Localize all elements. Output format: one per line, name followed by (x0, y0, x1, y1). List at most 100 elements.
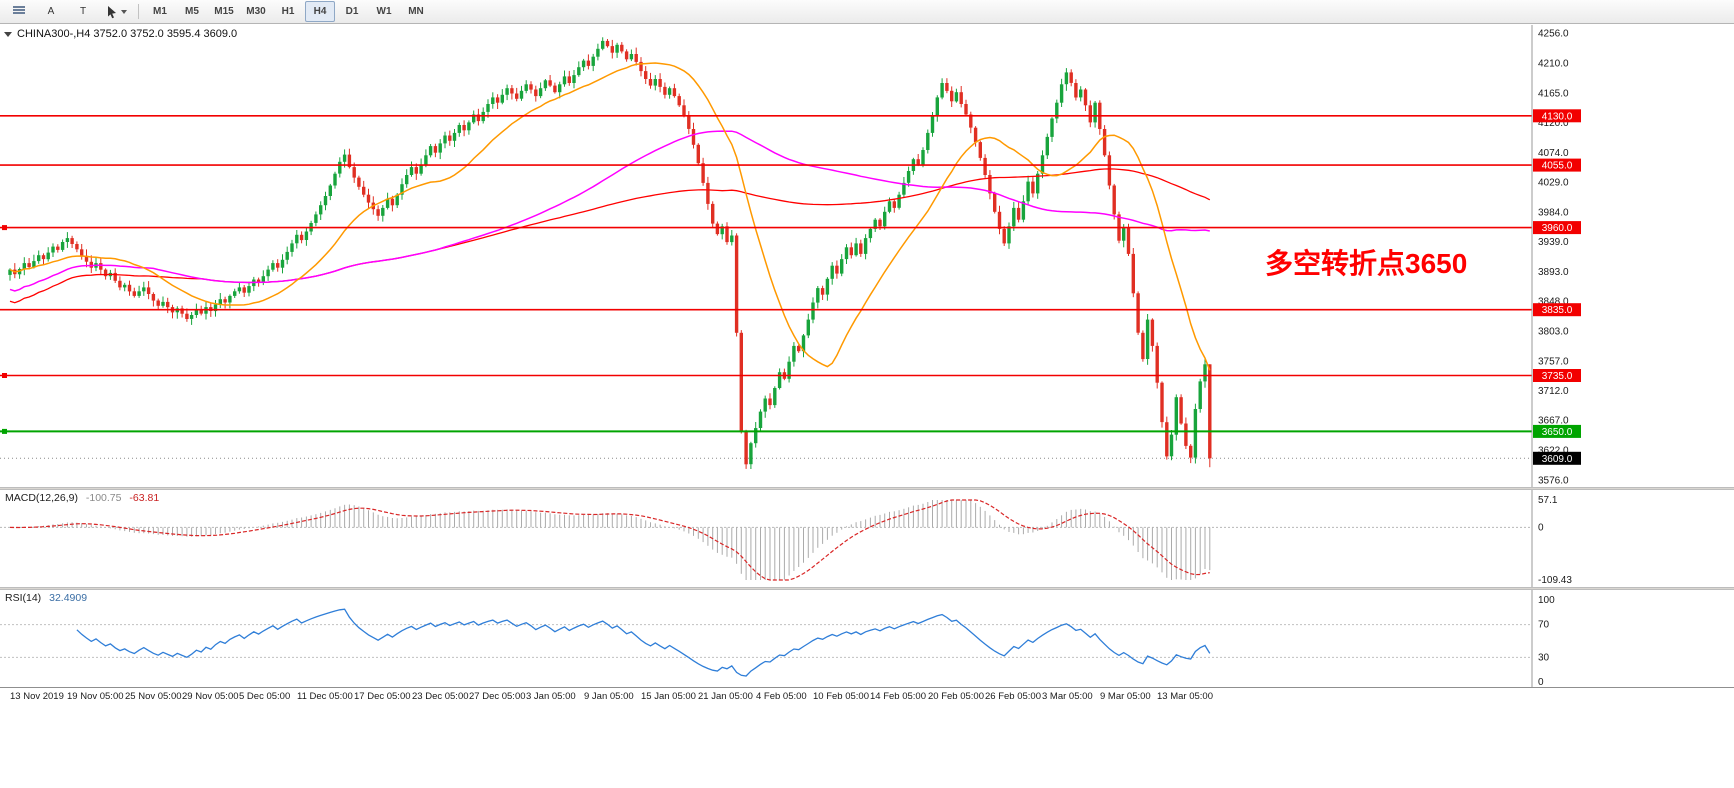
macd-axis-label: 57.1 (1538, 495, 1558, 506)
text-tool-button[interactable]: A (47, 6, 55, 17)
rsi-axis-label: 30 (1538, 652, 1550, 663)
timeframe-button-h1[interactable]: H1 (281, 6, 295, 17)
pane-splitter[interactable] (0, 587, 1734, 590)
price-axis-label: 3712.0 (1538, 386, 1569, 397)
price-axis-label: 4029.0 (1538, 178, 1569, 189)
price-axis-label: 3848.0 (1538, 297, 1569, 308)
time-axis-label: 10 Feb 05:00 (813, 691, 869, 702)
cursor-tool-button[interactable] (100, 1, 132, 22)
timeframe-button-group: M1 M5 M15 M30 H1 H4 D1 W1 MN (144, 1, 432, 22)
macd-histogram (14, 500, 1211, 580)
time-axis-label: 25 Nov 05:00 (125, 691, 182, 702)
cursor-icon (108, 5, 116, 18)
macd-pane[interactable]: 57.1 0 -109.43 MACD(12,26,9) -100.75 -63.8… (0, 490, 1734, 587)
horizontal-level-lines[interactable] (0, 115, 1532, 434)
collapse-icon[interactable] (4, 31, 12, 37)
level-price-badge (1533, 221, 1581, 235)
main-chart-pane[interactable]: 多空转折点3650 4256.0 4210.0 4165.0 4120.0 4074.0 4… (0, 25, 1734, 487)
timeframe-button-m15[interactable]: M15 (214, 6, 234, 17)
time-axis-label: 23 Dec 05:00 (412, 691, 469, 702)
level-price-badge (1533, 303, 1581, 317)
time-axis-label: 29 Nov 05:00 (182, 691, 239, 702)
level-price-badge (1533, 109, 1581, 123)
price-axis-label: 4256.0 (1538, 29, 1569, 40)
time-axis-label: 4 Feb 05:00 (756, 691, 807, 702)
rsi-value: 32.4909 (49, 592, 88, 604)
price-axis-label: 4165.0 (1538, 88, 1569, 99)
frame-tool-button[interactable]: T (79, 6, 87, 17)
time-axis-label: 17 Dec 05:00 (354, 691, 411, 702)
rsi-axis-label: 100 (1538, 595, 1555, 606)
timeframe-button-w1[interactable]: W1 (376, 6, 392, 17)
dropdown-caret-icon (121, 9, 127, 14)
price-axis[interactable]: 4256.0 4210.0 4165.0 4120.0 4074.0 4029.0 3984… (1531, 25, 1581, 487)
time-axis-label: 9 Mar 05:00 (1100, 691, 1151, 702)
rsi-title: RSI(14) 32.4909 (5, 592, 92, 604)
time-axis-label: 26 Feb 05:00 (985, 691, 1041, 702)
price-axis-label: 3984.0 (1538, 207, 1569, 218)
ma-fast-line (9, 62, 1211, 371)
svg-text:4055.0: 4055.0 (1542, 161, 1573, 172)
svg-text:3650.0: 3650.0 (1542, 427, 1573, 438)
rsi-axis-label: 0 (1538, 677, 1544, 687)
price-chart[interactable]: 多空转折点36504256.04210.04165.04120.04074.04… (0, 25, 1734, 487)
svg-text:4130.0: 4130.0 (1542, 111, 1573, 122)
chart-windows-icon (13, 6, 25, 17)
macd-signal-value: -63.81 (129, 492, 160, 504)
svg-text:3835.0: 3835.0 (1542, 305, 1573, 316)
price-axis-label: 3667.0 (1538, 416, 1569, 427)
price-axis-label: 3803.0 (1538, 326, 1569, 337)
bid-price-badge (1533, 451, 1581, 465)
price-axis-label: 4210.0 (1538, 59, 1569, 70)
time-axis-label: 9 Jan 05:00 (584, 691, 634, 702)
timeframe-button-m1[interactable]: M1 (153, 6, 167, 17)
time-axis-label: 19 Nov 05:00 (67, 691, 124, 702)
pane-splitter[interactable] (0, 487, 1734, 490)
svg-text:3735.0: 3735.0 (1542, 371, 1573, 382)
time-axis-label: 13 Nov 2019 (10, 691, 64, 702)
macd-signal-line (9, 499, 1210, 581)
rsi-chart: 100 70 30 0 (0, 590, 1555, 687)
price-axis-label: 4120.0 (1538, 118, 1569, 129)
price-axis-label: 4074.0 (1538, 148, 1569, 159)
chart-header: CHINA300-,H4 3752.0 3752.0 3595.4 3609.0 (4, 28, 237, 40)
timeframe-button-mn[interactable]: MN (408, 6, 424, 17)
macd-axis-label: -109.43 (1538, 575, 1572, 586)
ma-slow-line (9, 168, 1211, 304)
time-axis-label: 21 Jan 05:00 (698, 691, 753, 702)
level-price-badge (1533, 369, 1581, 382)
ma-mid-line (9, 130, 1210, 292)
price-axis-label: 3757.0 (1538, 357, 1569, 368)
svg-text:3609.0: 3609.0 (1542, 454, 1573, 465)
chart-annotation[interactable]: 多空转折点3650 (1265, 247, 1467, 279)
svg-text:3960.0: 3960.0 (1542, 223, 1573, 234)
candlesticks (8, 37, 1212, 469)
timeframe-button-d1[interactable]: D1 (345, 6, 359, 17)
macd-indicator-name: MACD(12,26,9) (5, 492, 78, 504)
toolbar-separator (138, 4, 139, 19)
price-axis-label: 3939.0 (1538, 237, 1569, 248)
time-axis-label: 3 Mar 05:00 (1042, 691, 1093, 702)
time-axis-label: 14 Feb 05:00 (870, 691, 926, 702)
rsi-line (76, 608, 1211, 677)
time-axis[interactable]: 13 Nov 2019 19 Nov 05:00 25 Nov 05:00 29 No… (0, 687, 1734, 705)
time-axis-label: 20 Feb 05:00 (928, 691, 984, 702)
rsi-pane[interactable]: 100 70 30 0 RSI(14) 32.4909 (0, 590, 1734, 687)
macd-title: MACD(12,26,9) -100.75 -63.81 (5, 492, 164, 504)
symbol-ohlc-text: CHINA300-,H4 3752.0 3752.0 3595.4 3609.0 (17, 28, 238, 40)
price-axis-label: 3622.0 (1538, 445, 1569, 456)
time-axis-label: 5 Dec 05:00 (239, 691, 291, 702)
level-price-badge (1533, 158, 1581, 172)
moving-average-lines (9, 62, 1211, 371)
bottom-blank-area (0, 704, 1734, 788)
time-axis-label: 3 Jan 05:00 (526, 691, 576, 702)
chart-windows-button[interactable] (4, 1, 34, 22)
macd-axis-label: 0 (1538, 522, 1544, 533)
timeframe-button-m30[interactable]: M30 (246, 6, 266, 17)
timeframe-button-h4[interactable]: H4 (305, 1, 335, 22)
macd-chart: 57.1 0 -109.43 (0, 490, 1572, 587)
timeframe-button-m5[interactable]: M5 (185, 6, 199, 17)
time-axis-label: 15 Jan 05:00 (641, 691, 696, 702)
time-axis-label: 27 Dec 05:00 (469, 691, 526, 702)
